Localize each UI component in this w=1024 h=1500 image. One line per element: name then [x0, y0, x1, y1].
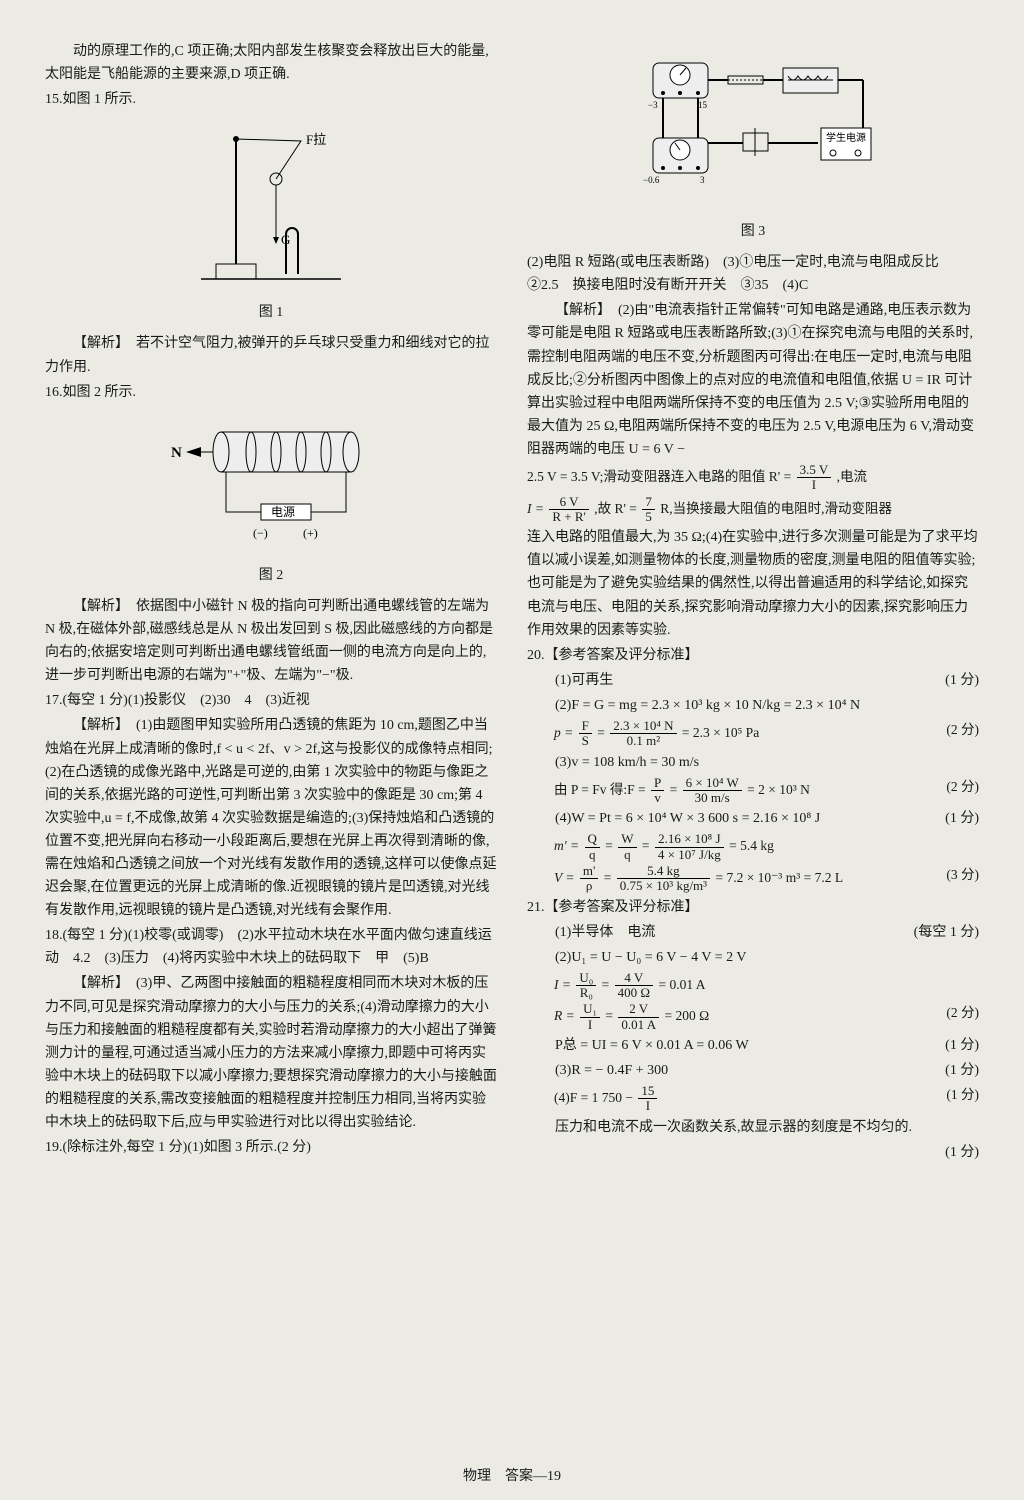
svg-text:−0.6: −0.6 — [643, 175, 660, 185]
figure3-svg: −3 15 −0.6 3 学生电源 — [623, 48, 883, 208]
figure3-caption: 图 3 — [527, 220, 979, 243]
q19-eq2: I = 6 VR + R' ,故 R' = 75 R,当换接最大阻值的电阻时,滑… — [527, 495, 979, 525]
figure1-svg: F拉 G — [191, 119, 351, 289]
q14-continuation: 动的原理工作的,C 项正确;太阳内部发生核聚变会释放出巨大的能量,太阳能是飞船能… — [45, 40, 497, 86]
q19-sub2: (2)电阻 R 短路(或电压表断路) (3)①电压一定时,电流与电阻成反比 ②2… — [527, 251, 979, 297]
svg-text:3: 3 — [700, 175, 705, 185]
figure2-svg: N 电源 (−) (+) — [161, 412, 381, 552]
right-column: −3 15 −0.6 3 学生电源 — [527, 40, 979, 1450]
q19-eq1: 2.5 V = 3.5 V;滑动变阻器连入电路的阻值 R' = 3.5 VI ,… — [527, 463, 979, 493]
page-footer: 物理 答案—19 — [0, 1465, 1024, 1485]
svg-text:电源: 电源 — [271, 505, 295, 519]
q19-head: 19.(除标注外,每空 1 分)(1)如图 3 所示.(2 分) — [45, 1136, 497, 1159]
svg-text:N: N — [171, 445, 182, 461]
q15-head: 15.如图 1 所示. — [45, 88, 497, 111]
q19-analysis2: 连入电路的阻值最大,为 35 Ω;(4)在实验中,进行多次测量可能是为了求平均值… — [527, 526, 979, 641]
q18-head: 18.(每空 1 分)(1)校零(或调零) (2)水平拉动木块在水平面内做匀速直… — [45, 924, 497, 970]
q20-s1: (1)可再生 — [555, 673, 613, 688]
figure-2: N 电源 (−) (+) 图 2 — [45, 412, 497, 587]
q16-head: 16.如图 2 所示. — [45, 381, 497, 404]
q19-analysis1: 【解析】 (2)由"电流表指针正常偏转"可知电路是通路,电压表示数为零可能是电阻… — [527, 299, 979, 461]
eq1-post: ,电流 — [837, 469, 867, 484]
figure-1: F拉 G 图 1 — [45, 119, 497, 324]
q20-title: 20.【参考答案及评分标准】 — [527, 644, 979, 667]
figure2-caption: 图 2 — [45, 564, 497, 587]
q15-analysis: 【解析】 若不计空气阻力,被弹开的乒乓球只受重力和细线对它的拉力作用. — [45, 332, 497, 378]
left-column: 动的原理工作的,C 项正确;太阳内部发生核聚变会释放出巨大的能量,太阳能是飞船能… — [45, 40, 497, 1450]
svg-text:G: G — [281, 232, 290, 247]
q16-analysis: 【解析】 依据图中小磁针 N 极的指向可判断出通电螺线管的左端为 N 极,在磁体… — [45, 595, 497, 687]
svg-text:F拉: F拉 — [306, 132, 326, 147]
figure-3: −3 15 −0.6 3 学生电源 — [527, 48, 979, 243]
svg-text:15: 15 — [698, 100, 708, 110]
figure1-caption: 图 1 — [45, 301, 497, 324]
q18-analysis: 【解析】 (3)甲、乙两图中接触面的粗糙程度相同而木块对木板的压力不同,可见是探… — [45, 972, 497, 1134]
svg-text:(−): (−) — [253, 526, 268, 540]
q17-head: 17.(每空 1 分)(1)投影仪 (2)30 4 (3)近视 — [45, 689, 497, 712]
q20-s1-score: (1 分) — [945, 669, 979, 692]
svg-text:学生电源: 学生电源 — [826, 131, 866, 144]
q20-p-score: (2 分) — [946, 719, 979, 741]
q20-s2: (2)F = G = mg = 2.3 × 10³ kg × 10 N/kg =… — [527, 694, 979, 717]
q21-title: 21.【参考答案及评分标准】 — [527, 896, 979, 919]
q20-s3: (3)v = 108 km/h = 30 m/s — [527, 751, 979, 774]
svg-text:(+): (+) — [303, 526, 318, 540]
svg-text:−3: −3 — [648, 100, 658, 110]
q17-analysis: 【解析】 (1)由题图甲知实验所用凸透镜的焦距为 10 cm,题图乙中当烛焰在光… — [45, 714, 497, 922]
eq1-pre: 2.5 V = 3.5 V;滑动变阻器连入电路的阻值 R' = — [527, 469, 795, 484]
q21-s2: (2)U₁ = U − U₀ = 6 V − 4 V = 2 V — [527, 946, 979, 969]
